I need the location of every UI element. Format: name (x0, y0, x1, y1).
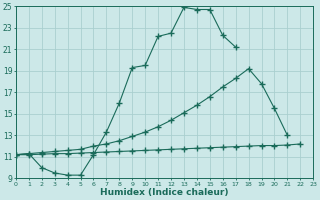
X-axis label: Humidex (Indice chaleur): Humidex (Indice chaleur) (100, 188, 229, 197)
